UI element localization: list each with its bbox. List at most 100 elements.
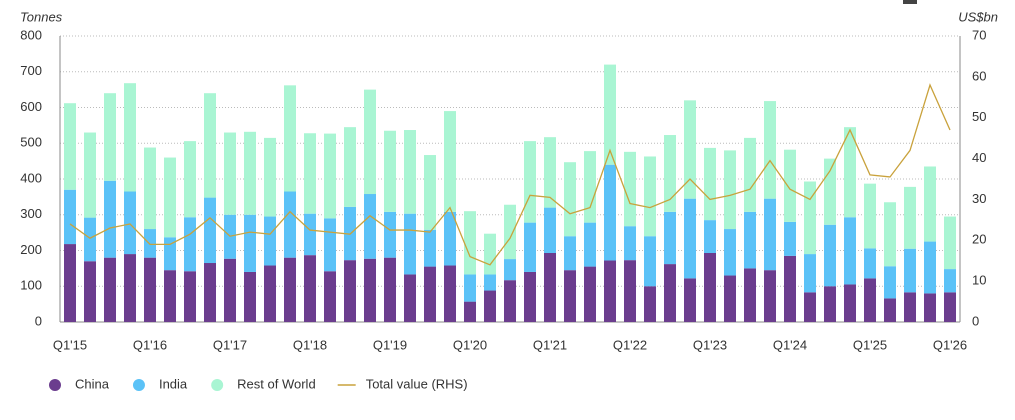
bar-segment bbox=[924, 166, 936, 242]
bar-segment bbox=[344, 127, 356, 207]
bar-segment bbox=[784, 221, 796, 256]
bar-segment bbox=[364, 258, 376, 322]
bar-segment bbox=[944, 292, 956, 322]
y-tick-label: 100 bbox=[20, 278, 42, 293]
x-tick-label: Q1'16 bbox=[133, 337, 167, 352]
bar-segment bbox=[384, 211, 396, 258]
bar-segment bbox=[404, 130, 416, 214]
y2-axis-title: US$bn bbox=[958, 9, 998, 24]
bar-segment bbox=[764, 270, 776, 322]
bar-segment bbox=[284, 85, 296, 192]
bar-segment bbox=[924, 241, 936, 294]
x-tick-label: Q1'25 bbox=[853, 337, 887, 352]
y-tick-label: 700 bbox=[20, 63, 42, 78]
bar-segment bbox=[564, 236, 576, 271]
y-axis-title: Tonnes bbox=[20, 9, 63, 24]
bar-segment bbox=[404, 213, 416, 275]
bar-segment bbox=[324, 271, 336, 322]
y2-tick-label: 20 bbox=[972, 232, 986, 247]
bar-segment bbox=[824, 224, 836, 287]
x-tick-label: Q1'19 bbox=[373, 337, 407, 352]
bar-segment bbox=[184, 271, 196, 322]
bar-segment bbox=[244, 131, 256, 215]
bar-segment bbox=[804, 181, 816, 255]
bar-segment bbox=[204, 197, 216, 264]
bar-segment bbox=[524, 222, 536, 272]
bar-segment bbox=[544, 137, 556, 208]
legend-label: India bbox=[159, 376, 188, 391]
bar-segment bbox=[744, 268, 756, 322]
bar-segment bbox=[464, 274, 476, 302]
bar-segment bbox=[844, 127, 856, 218]
line-series bbox=[69, 83, 951, 266]
bar-segment bbox=[184, 141, 196, 218]
bar-segment bbox=[724, 150, 736, 230]
bar-segment bbox=[664, 211, 676, 265]
bar-segment bbox=[684, 198, 696, 279]
bar-segment bbox=[224, 258, 236, 322]
bar-segment bbox=[924, 293, 936, 322]
bar-segment bbox=[484, 290, 496, 322]
bar-segment bbox=[704, 147, 716, 221]
x-tick-label: Q1'15 bbox=[53, 337, 87, 352]
x-tick-label: Q1'20 bbox=[453, 337, 487, 352]
bar-segment bbox=[664, 135, 676, 212]
bar-segment bbox=[64, 244, 76, 322]
y2-tick-label: 40 bbox=[972, 150, 986, 165]
bar-segment bbox=[444, 111, 456, 212]
bar-segment bbox=[64, 189, 76, 245]
x-tick-label: Q1'21 bbox=[533, 337, 567, 352]
bar-segment bbox=[104, 93, 116, 181]
bar-segment bbox=[284, 191, 296, 258]
bar-segment bbox=[644, 286, 656, 322]
bar-segment bbox=[804, 254, 816, 293]
bar-segment bbox=[104, 257, 116, 322]
bar-segment bbox=[444, 211, 456, 266]
legend-swatch bbox=[211, 379, 224, 391]
bar-segment bbox=[324, 218, 336, 272]
bar-segment bbox=[784, 255, 796, 322]
y2-tick-label: 50 bbox=[972, 109, 986, 124]
bar-segment bbox=[604, 164, 616, 261]
bar-segment bbox=[124, 83, 136, 192]
bar-segment bbox=[364, 194, 376, 259]
y2-tick-label: 10 bbox=[972, 273, 986, 288]
bar-segment bbox=[584, 151, 596, 223]
bar-segment bbox=[944, 269, 956, 293]
bar-segment bbox=[424, 266, 436, 322]
legend-label: Total value (RHS) bbox=[366, 376, 468, 391]
bar-segment bbox=[684, 278, 696, 322]
y-tick-label: 0 bbox=[35, 313, 42, 328]
bar-segment bbox=[864, 278, 876, 322]
bar-segment bbox=[84, 217, 96, 262]
bar-segment bbox=[164, 270, 176, 322]
bar-segment bbox=[304, 133, 316, 214]
bar-segment bbox=[864, 183, 876, 249]
bar-segment bbox=[204, 93, 216, 198]
y2-tick-label: 70 bbox=[972, 27, 986, 42]
bar-segment bbox=[504, 280, 516, 322]
bar-segment bbox=[944, 216, 956, 270]
bar-segment bbox=[464, 301, 476, 322]
bar-segment bbox=[244, 214, 256, 272]
x-tick-label: Q1'24 bbox=[773, 337, 807, 352]
bar-segment bbox=[804, 292, 816, 322]
y2-tick-label: 30 bbox=[972, 191, 986, 206]
bar-segment bbox=[384, 257, 396, 322]
x-tick-label: Q1'22 bbox=[613, 337, 647, 352]
y-tick-label: 500 bbox=[20, 135, 42, 150]
legend-label: Rest of World bbox=[237, 376, 316, 391]
y2-tick-label: 60 bbox=[972, 68, 986, 83]
bar-segment bbox=[304, 213, 316, 256]
bar-segment bbox=[244, 271, 256, 322]
bar-segment bbox=[384, 130, 396, 212]
bar-segment bbox=[264, 137, 276, 217]
bar-segment bbox=[524, 141, 536, 223]
menu-icon[interactable] bbox=[903, 0, 917, 4]
x-tick-label: Q1'23 bbox=[693, 337, 727, 352]
bar-segment bbox=[364, 89, 376, 195]
bar-segment bbox=[704, 220, 716, 254]
bar-segment bbox=[444, 265, 456, 322]
x-tick-label: Q1'26 bbox=[933, 337, 967, 352]
